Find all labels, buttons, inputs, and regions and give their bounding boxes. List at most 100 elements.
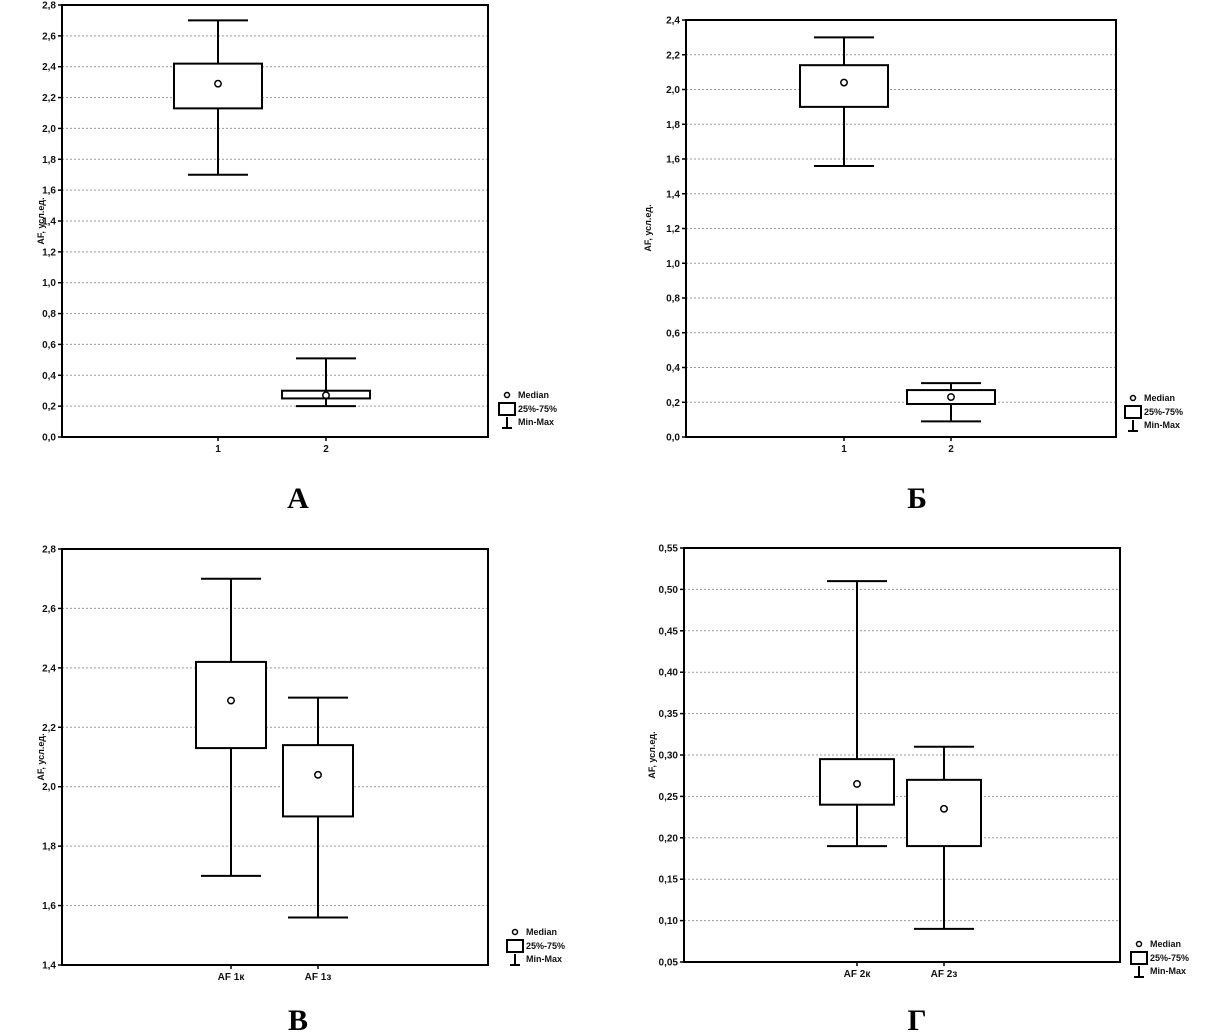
legend-label-range: Min-Max [1150,966,1186,976]
legend-box-marker [506,939,524,953]
y-tick-label: 2,4 [42,663,56,674]
box-1 [799,36,889,167]
y-tick-label: 0,8 [666,294,680,305]
y-tick-label: 1,2 [42,247,56,258]
y-tick-label: 0,6 [666,328,680,339]
y-tick-label: 0,35 [659,709,679,720]
y-tick-label: 0,0 [666,433,680,444]
median-marker [227,696,235,705]
y-tick-label: 0,2 [42,402,56,413]
legend-label-iqr: 25%-75% [1150,953,1189,963]
y-tick-label: 0,4 [42,371,56,382]
legend: Median 25%-75% Min-Max [506,927,565,966]
chart-panel-1: 0,0 0,2 0,4 0,6 0,8 1,0 1,2 1,4 1,6 1,8 2,0 2,2 2,4 2… [36,1,557,516]
y-tick-label: 1,6 [42,901,56,912]
y-tick-label: 1,6 [666,155,680,166]
chart-panel-3: 1,4 1,6 1,8 2,0 2,2 2,4 2,6 2,8 AF, усл.ед. AF 1к… [36,545,565,1032]
x-tick-label: 1 [215,444,221,455]
legend-label-range: Min-Max [518,417,554,427]
y-tick-label: 1,8 [42,155,56,166]
box-1 [173,19,263,176]
y-tick-label: 2,6 [42,31,56,42]
y-tick-label: 0,8 [42,309,56,320]
box-1 [819,580,895,848]
y-tick-label: 0,45 [659,626,679,637]
chart-panel-2: 0,0 0,2 0,4 0,6 0,8 1,0 1,2 1,4 1,6 1,8 2,0 2,2 2,4 A… [643,16,1183,516]
legend: Median 25%-75% Min-Max [1124,393,1183,432]
panel-letter: Г [907,1004,926,1032]
y-tick-label: 2,6 [42,604,56,615]
y-tick-label: 0,2 [666,398,680,409]
plot-frame [61,548,489,966]
y-tick-label: 2,4 [666,16,680,27]
median-marker [314,770,322,779]
y-tick-label: 0,05 [659,958,679,969]
iqr-box [819,758,895,806]
panel-letter: А [287,482,309,515]
y-tick-label: 2,2 [666,50,680,61]
median-marker [840,78,848,87]
legend-box-marker [498,402,516,416]
x-tick-label: AF 1к [218,972,246,983]
y-tick-label: 0,15 [659,875,679,886]
legend-label-iqr: 25%-75% [518,404,557,414]
y-tick-label: 0,50 [659,585,679,596]
panel-letter: Б [907,482,927,515]
legend-label-median: Median [518,390,549,400]
y-tick-label: 2,0 [666,85,680,96]
median-marker [940,804,948,813]
y-tick-label: 1,8 [42,842,56,853]
plot-frame [685,19,1117,438]
y-tick-label: 2,4 [42,62,56,73]
y-tick-label: 0,0 [42,433,56,444]
y-tick-label: 0,4 [666,363,680,374]
y-tick-label: 0,6 [42,340,56,351]
y-tick-label: 2,2 [42,723,56,734]
box-1 [195,577,267,877]
y-tick-label: 0,30 [659,751,679,762]
plot-frame [683,547,1121,963]
y-tick-label: 1,0 [42,278,56,289]
x-tick-label: 2 [323,444,329,455]
legend: Median 25%-75% Min-Max [1130,939,1189,978]
y-tick-label: 2,8 [42,1,56,12]
y-axis-label: AF, усл.ед. [36,197,46,244]
legend-median-marker [503,391,511,399]
legend: Median 25%-75% Min-Max [498,390,557,429]
plot-frame [61,4,489,438]
y-tick-label: 2,0 [42,782,56,793]
y-axis-label: AF, усл.ед. [643,204,653,251]
y-tick-label: 2,0 [42,124,56,135]
legend-box-marker [1130,951,1148,965]
x-tick-label: 1 [841,444,847,455]
legend-label-median: Median [1150,939,1181,949]
panel-letter: В [288,1004,308,1032]
legend-label-iqr: 25%-75% [1144,407,1183,417]
legend-label-median: Median [1144,393,1175,403]
legend-median-marker [1129,394,1137,402]
iqr-box [282,744,354,818]
box-2 [906,745,982,930]
y-tick-label: 0,20 [659,833,679,844]
y-tick-label: 1,2 [666,224,680,235]
y-tick-label: 1,0 [666,259,680,270]
y-tick-label: 0,10 [659,916,679,927]
box-2 [281,357,371,408]
median-marker [214,79,222,88]
y-axis-label: AF, усл.ед. [647,731,657,778]
iqr-box [906,778,982,848]
median-marker [947,393,955,401]
x-tick-label: AF 2к [844,969,872,980]
legend-label-median: Median [526,927,557,937]
x-tick-label: AF 2з [931,969,958,980]
iqr-box [173,62,263,110]
y-tick-label: 0,40 [659,668,679,679]
box-2 [282,696,354,919]
y-tick-label: 2,2 [42,93,56,104]
legend-label-range: Min-Max [1144,420,1180,430]
y-axis-label: AF, усл.ед. [36,733,46,780]
iqr-box [906,389,996,405]
median-marker [853,780,861,788]
legend-median-marker [511,928,519,936]
